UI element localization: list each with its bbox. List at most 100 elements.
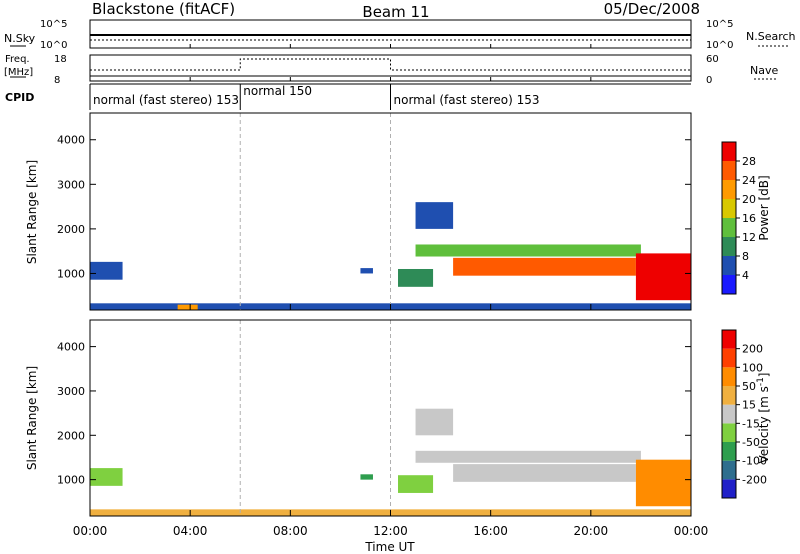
velocity-ytick-label: 1000 <box>57 474 85 487</box>
power-ytick-label: 1000 <box>57 267 85 280</box>
cpid-label: CPID <box>5 91 34 104</box>
power-yaxis: 1000 2000 3000 4000 <box>57 134 691 280</box>
power-ylabel: Slant Range [km] <box>25 160 39 264</box>
velocity-echo-region <box>90 468 123 486</box>
power-colorbar: 4 8 12 16 20 24 28 <box>721 141 756 295</box>
power-colorbar-swatch <box>722 180 736 199</box>
cpid-segment-label: normal 150 <box>243 84 312 98</box>
freq-left-tick-bottom: 8 <box>54 75 60 86</box>
velocity-echo-region <box>360 474 373 480</box>
power-panel: 1000 2000 3000 4000 Slant Range [km] 4 8 12 16… <box>25 112 771 311</box>
velocity-colorbar-label-main: Velocity [m s <box>757 386 771 463</box>
noise-panel-traces <box>90 34 691 41</box>
noise-panel: N.Sky 10^5 10^0 N.Search 10^5 10^0 <box>4 19 796 51</box>
cpid-row: CPID normal (fast stereo) 153 normal 150 n… <box>5 83 691 110</box>
power-colorbar-tick-label: 24 <box>742 174 756 187</box>
velocity-colorbar-tick-label: 100 <box>742 361 763 374</box>
velocity-guides <box>239 320 391 516</box>
time-tick-label: 00:00 <box>674 524 709 538</box>
power-colorbar-tick-label: 20 <box>742 193 756 206</box>
velocity-echo-region <box>177 510 198 516</box>
time-tick-label: 08:00 <box>273 524 308 538</box>
freq-left-label-2: [MHz] <box>4 67 33 78</box>
freq-panel-traces <box>90 58 691 77</box>
velocity-colorbar-tick-label: -200 <box>742 473 767 486</box>
power-colorbar-tick-label: 4 <box>742 269 749 282</box>
velocity-yaxis: 1000 2000 3000 4000 <box>57 341 691 487</box>
power-colorbar-tick-label: 28 <box>742 155 756 168</box>
power-ytick-label: 4000 <box>57 134 85 147</box>
velocity-colorbar-swatch <box>722 386 736 405</box>
power-colorbar-swatch <box>722 199 736 218</box>
velocity-colorbar-frame <box>721 329 737 499</box>
velocity-colorbar-tick-label: 200 <box>742 343 763 356</box>
velocity-colorbar-tick-label: 50 <box>742 380 756 393</box>
station-title: Blackstone (fitACF) <box>92 0 235 18</box>
velocity-colorbar-swatch <box>722 442 736 461</box>
velocity-colorbar-tick-label: -50 <box>742 436 760 449</box>
nave-trace <box>90 58 691 71</box>
power-echo-region <box>360 268 373 274</box>
velocity-echo-region <box>415 450 641 463</box>
freq-right-label: Nave <box>750 64 778 77</box>
power-echo-region <box>635 253 691 301</box>
cpid-segment-label: normal (fast stereo) 153 <box>93 93 239 107</box>
power-colorbar-swatch <box>722 237 736 256</box>
time-tick-label: 04:00 <box>173 524 208 538</box>
power-colorbar-swatch <box>722 218 736 237</box>
power-echo-region <box>415 202 454 229</box>
noise-left-label: N.Sky <box>4 32 36 45</box>
cpid-segment-label: normal (fast stereo) 153 <box>394 93 540 107</box>
velocity-colorbar-label: Velocity [m s-1] <box>756 373 771 464</box>
power-colorbar-label: Power [dB] <box>757 175 771 240</box>
freq-right-tick-top: 60 <box>706 54 719 65</box>
date-title: 05/Dec/2008 <box>604 0 700 18</box>
noise-right-tick-top: 10^5 <box>706 19 733 30</box>
power-colorbar-swatch <box>722 142 736 161</box>
velocity-colorbar-swatch <box>722 404 736 424</box>
velocity-echo-region <box>398 475 434 493</box>
velocity-colorbar-swatch <box>722 348 736 368</box>
power-echo-region <box>415 244 641 257</box>
velocity-colorbar: 200 100 50 15 -15 -50 -100 -200 <box>721 329 767 499</box>
power-echo-region <box>453 257 636 276</box>
velocity-colorbar-swatch <box>722 330 736 349</box>
velocity-echo-region <box>453 464 636 482</box>
power-colorbar-tick-label: 16 <box>742 212 756 225</box>
power-ytick-label: 3000 <box>57 178 85 191</box>
noise-right-label: N.Search <box>746 30 796 43</box>
power-colorbar-swatch <box>722 256 736 275</box>
freq-left-label-1: Freq. <box>5 54 30 65</box>
velocity-colorbar-swatch <box>722 423 736 442</box>
power-colorbar-swatch <box>722 161 736 180</box>
velocity-echo-region <box>635 459 691 507</box>
time-axis-label: Time UT <box>364 540 415 554</box>
noise-right-tick-bottom: 10^0 <box>706 40 733 51</box>
power-ytick-label: 2000 <box>57 223 85 236</box>
freq-panel: Freq. [MHz] 18 8 Nave 60 0 <box>4 54 778 86</box>
freq-left-tick-top: 18 <box>54 54 67 65</box>
time-tick-label: 12:00 <box>373 524 408 538</box>
velocity-colorbar-label-close: ] <box>757 373 771 378</box>
velocity-colorbar-swatch <box>722 460 736 480</box>
velocity-echo-region <box>415 408 454 436</box>
power-guides <box>239 113 391 310</box>
velocity-colorbar-label-sup: -1 <box>756 377 766 386</box>
power-colorbar-tick-label: 12 <box>742 231 756 244</box>
time-tick-label: 16:00 <box>473 524 508 538</box>
velocity-colorbar-tick-label: -15 <box>742 417 760 430</box>
velocity-ytick-label: 3000 <box>57 385 85 398</box>
noise-left-tick-bottom: 10^0 <box>40 40 67 51</box>
time-tick-label: 00:00 <box>73 524 108 538</box>
power-echo-region <box>90 261 123 280</box>
time-tick-label: 20:00 <box>574 524 609 538</box>
noise-left-tick-top: 10^5 <box>40 19 67 30</box>
velocity-colorbar-swatch <box>722 479 736 498</box>
time-axis: 00:00 04:00 08:00 12:00 16:00 20:00 00:00 <box>73 44 709 538</box>
freq-right-tick-bottom: 0 <box>706 75 712 86</box>
velocity-ytick-label: 4000 <box>57 341 85 354</box>
power-echo-region <box>177 304 198 310</box>
power-colorbar-tick-label: 8 <box>742 250 749 263</box>
velocity-ytick-label: 2000 <box>57 429 85 442</box>
